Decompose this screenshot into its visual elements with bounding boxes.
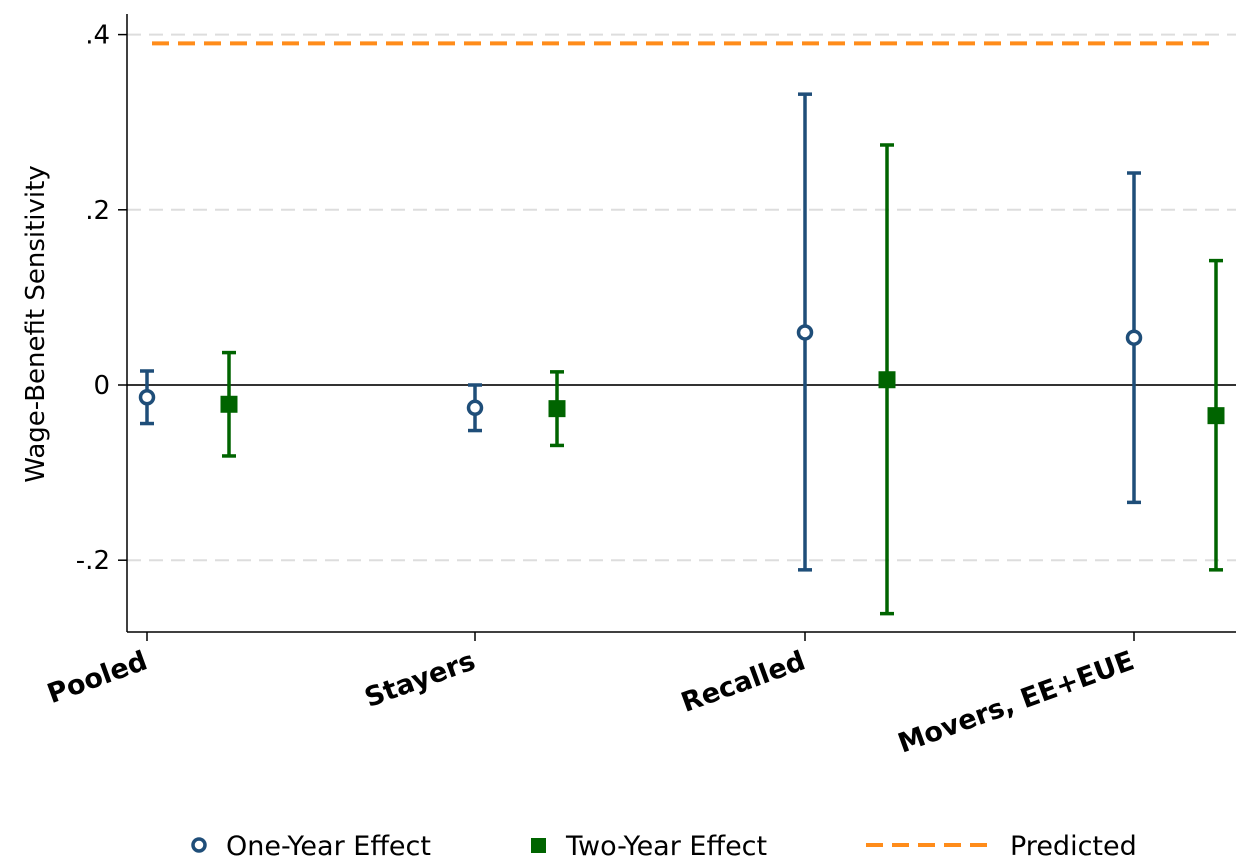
data-points: [138, 92, 1225, 616]
point-one-year: [1125, 329, 1143, 346]
point-one-year: [466, 399, 484, 417]
y-tick-label: 0: [93, 371, 110, 401]
y-tick-label: .2: [85, 196, 110, 226]
point-one-year: [138, 389, 156, 406]
axes: .4 .2 0 -.2 Pooled Stayers Recalled Movers, EE+…: [43, 14, 1236, 760]
point-two-year: [878, 371, 896, 389]
y-tick-label: -.2: [76, 546, 110, 576]
x-category-label: Stayers: [361, 645, 480, 713]
point-two-year: [220, 395, 238, 413]
legend-item-one-year: One-Year Effect: [191, 831, 431, 861]
legend-item-two-year: Two-Year Effect: [531, 831, 767, 861]
y-axis-title: Wage-Benefit Sensitivity: [21, 165, 51, 482]
legend-label-two-year: Two-Year Effect: [565, 831, 767, 861]
legend-marker-one-year: [191, 837, 207, 853]
legend-item-predicted: Predicted: [866, 831, 1137, 861]
legend-label-predicted: Predicted: [1010, 831, 1137, 861]
legend-label-one-year: One-Year Effect: [226, 831, 431, 861]
y-tick-label: .4: [85, 21, 110, 51]
point-two-year: [548, 400, 566, 418]
x-category-label: Pooled: [43, 645, 151, 710]
gridlines: [127, 33, 1236, 562]
point-two-year: [1207, 407, 1225, 425]
point-one-year: [796, 324, 814, 341]
legend: One-Year Effect Two-Year Effect Predicte…: [191, 831, 1137, 861]
x-category-label: Recalled: [677, 645, 809, 718]
x-category-label: Movers, EE+EUE: [894, 645, 1138, 759]
legend-marker-two-year: [531, 838, 546, 853]
